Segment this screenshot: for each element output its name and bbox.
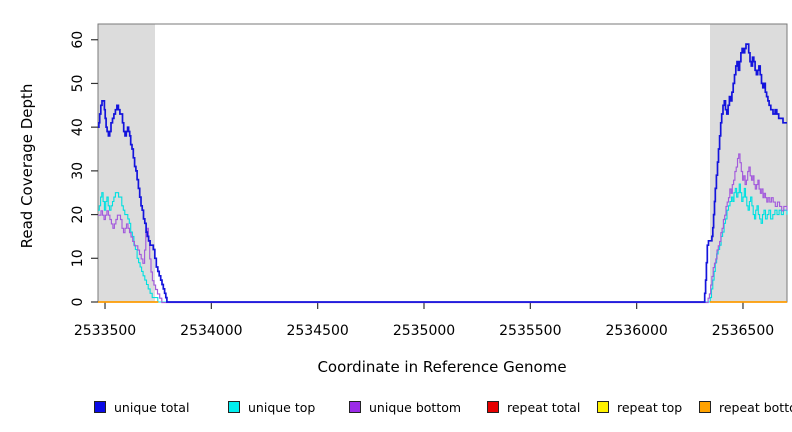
legend-label: unique bottom xyxy=(369,399,462,415)
y-tick-label: 0 xyxy=(70,298,86,307)
y-tick-label: 30 xyxy=(70,162,86,180)
repeat-region-left xyxy=(98,24,155,302)
series-line xyxy=(98,153,788,304)
legend-item-repeat-bottom: repeat bottom xyxy=(699,398,792,416)
x-tick-label: 2533500 xyxy=(74,323,136,339)
legend-swatch-icon xyxy=(349,401,361,413)
series-unique-top xyxy=(98,183,788,303)
y-tick-label: 60 xyxy=(70,31,86,49)
x-tick-label: 2534500 xyxy=(286,323,348,339)
series-line xyxy=(98,183,788,303)
legend-label: repeat top xyxy=(617,399,683,415)
legend-item-unique-total: unique total xyxy=(94,398,189,416)
x-tick-label: 2535000 xyxy=(393,323,455,339)
legend-label: unique total xyxy=(114,399,190,415)
legend: unique total unique top unique bottom repea… xyxy=(0,398,792,418)
y-tick-label: 40 xyxy=(70,118,86,136)
legend-label: repeat bottom xyxy=(719,399,792,415)
series-unique-bottom xyxy=(98,153,788,304)
x-axis-title: Coordinate in Reference Genome xyxy=(317,358,567,376)
legend-swatch-icon xyxy=(597,401,609,413)
legend-item-unique-top: unique top xyxy=(228,398,315,416)
x-tick-label: 2536000 xyxy=(605,323,667,339)
series-line xyxy=(98,43,787,303)
y-tick-label: 50 xyxy=(70,75,86,93)
legend-swatch-icon xyxy=(94,401,106,413)
x-tick-label: 2535500 xyxy=(499,323,561,339)
x-tick-label: 2536500 xyxy=(712,323,774,339)
legend-label: repeat total xyxy=(507,399,581,415)
repeat-region-right xyxy=(710,24,787,302)
legend-item-repeat-top: repeat top xyxy=(597,398,682,416)
y-axis-title: Read Coverage Depth xyxy=(18,83,36,249)
plot-box xyxy=(97,23,788,303)
legend-swatch-icon xyxy=(487,401,499,413)
legend-label: unique top xyxy=(248,399,316,415)
x-tick-label: 2534000 xyxy=(180,323,242,339)
legend-item-repeat-total: repeat total xyxy=(487,398,580,416)
legend-swatch-icon xyxy=(228,401,240,413)
series-unique-total xyxy=(98,43,787,303)
y-tick-label: 10 xyxy=(70,249,86,267)
legend-swatch-icon xyxy=(699,401,711,413)
legend-item-unique-bottom: unique bottom xyxy=(349,398,461,416)
y-tick-label: 20 xyxy=(70,206,86,224)
